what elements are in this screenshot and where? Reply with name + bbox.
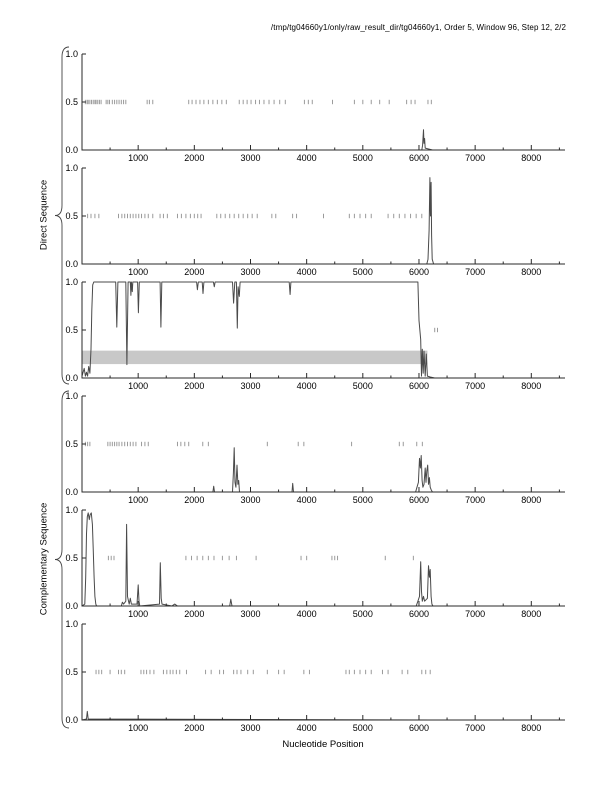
x-tick-label: 2000: [184, 723, 204, 733]
y-tick-label: 0.5: [65, 553, 78, 563]
x-tick-label: 4000: [297, 153, 317, 163]
x-tick-label: 6000: [409, 153, 429, 163]
x-tick-label: 5000: [353, 495, 373, 505]
threshold-band: [82, 350, 428, 365]
y-tick-label: 1.0: [65, 505, 78, 515]
x-tick-label: 8000: [521, 495, 541, 505]
x-tick-label: 2000: [184, 153, 204, 163]
x-tick-label: 6000: [409, 267, 429, 277]
x-tick-label: 8000: [521, 267, 541, 277]
x-tick-label: 6000: [409, 723, 429, 733]
x-tick-label: 5000: [353, 381, 373, 391]
x-tick-label: 8000: [521, 723, 541, 733]
data-curve: [81, 710, 433, 721]
x-axis-label: Nucleotide Position: [282, 739, 364, 750]
x-tick-label: 7000: [465, 723, 485, 733]
y-tick-label: 0.0: [65, 487, 78, 497]
y-tick-label: 0.0: [65, 601, 78, 611]
x-tick-label: 6000: [409, 609, 429, 619]
x-tick-label: 8000: [521, 381, 541, 391]
axes-spines: [81, 396, 565, 493]
x-tick-label: 2000: [184, 495, 204, 505]
y-tick-label: 0.5: [65, 211, 78, 221]
subplot-complementary-order-plot-1: 1000 2000 3000 4000 5000 6000 7000 8000 0.0 0.5 1.…: [65, 391, 565, 505]
x-tick-label: 7000: [465, 153, 485, 163]
x-tick-label: 1000: [128, 609, 148, 619]
x-tick-label: 5000: [353, 609, 373, 619]
x-tick-label: 3000: [240, 495, 260, 505]
y-tick-label: 0.5: [65, 667, 78, 677]
x-tick-label: 5000: [353, 723, 373, 733]
x-tick-label: 7000: [465, 381, 485, 391]
axes-spines: [81, 510, 565, 607]
x-tick-label: 5000: [353, 153, 373, 163]
data-curve: [82, 177, 435, 265]
x-tick-label: 3000: [240, 153, 260, 163]
x-tick-label: 4000: [297, 723, 317, 733]
x-tick-label: 3000: [240, 723, 260, 733]
y-tick-label: 0.0: [65, 145, 78, 155]
subplot-complementary-order-plot-2: 1000 2000 3000 4000 5000 6000 7000 8000 0.0 0.5 1.…: [65, 505, 565, 619]
data-curve: [81, 512, 434, 607]
y-tick-label: 0.5: [65, 439, 78, 449]
y-tick-label: 0.0: [65, 373, 78, 383]
data-curve: [82, 447, 433, 493]
y-tick-label: 0.5: [65, 97, 78, 107]
x-tick-label: 1000: [128, 267, 148, 277]
x-tick-label: 7000: [465, 495, 485, 505]
x-tick-label: 6000: [409, 381, 429, 391]
x-tick-label: 6000: [409, 495, 429, 505]
y-tick-label: 1.0: [65, 49, 78, 59]
subplot-direct-order-plot-1: 1000 2000 3000 4000 5000 6000 7000 8000 0.0 0.5 1.…: [65, 49, 565, 163]
x-tick-label: 1000: [128, 153, 148, 163]
x-tick-label: 3000: [240, 267, 260, 277]
x-tick-label: 1000: [128, 723, 148, 733]
axes-spines: [81, 624, 565, 721]
subplot-complementary-order-plot-3: 1000 2000 3000 4000 5000 6000 7000 8000 0.0 0.5 1.…: [65, 619, 565, 733]
x-tick-label: 3000: [240, 381, 260, 391]
direct-sequence-brace: [54, 46, 70, 385]
x-tick-label: 8000: [521, 153, 541, 163]
subplot-direct-similarity-map: 1000 2000 3000 4000 5000 6000 7000 8000 0.0 0.5 1.…: [65, 277, 565, 391]
x-tick-label: 4000: [297, 267, 317, 277]
y-tick-label: 1.0: [65, 391, 78, 401]
x-tick-label: 1000: [128, 381, 148, 391]
y-tick-label: 0.0: [65, 259, 78, 269]
y-tick-label: 1.0: [65, 619, 78, 629]
x-tick-label: 4000: [297, 495, 317, 505]
x-tick-label: 1000: [128, 495, 148, 505]
y-tick-label: 1.0: [65, 163, 78, 173]
x-tick-label: 8000: [521, 609, 541, 619]
x-tick-label: 5000: [353, 267, 373, 277]
data-curve: [82, 129, 433, 151]
data-curve: [81, 281, 435, 379]
y-tick-label: 1.0: [65, 277, 78, 287]
figure-title: /tmp/tg04660y1/only/raw_result_dir/tg046…: [270, 23, 566, 32]
x-tick-label: 4000: [297, 381, 317, 391]
x-tick-label: 2000: [184, 267, 204, 277]
complementary-sequence-brace: [54, 390, 70, 729]
y-tick-label: 0.0: [65, 715, 78, 725]
x-tick-label: 4000: [297, 609, 317, 619]
x-tick-label: 3000: [240, 609, 260, 619]
x-tick-label: 7000: [465, 609, 485, 619]
x-tick-label: 2000: [184, 609, 204, 619]
y-tick-label: 0.5: [65, 325, 78, 335]
axes-spines: [81, 54, 565, 151]
subplot-direct-order-plot-2: 1000 2000 3000 4000 5000 6000 7000 8000 0.0 0.5 1.…: [65, 163, 565, 277]
x-tick-label: 2000: [184, 381, 204, 391]
x-tick-label: 7000: [465, 267, 485, 277]
